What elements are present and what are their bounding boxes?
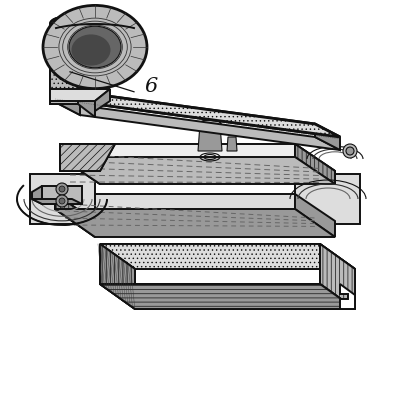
Polygon shape — [340, 284, 355, 309]
Polygon shape — [60, 144, 100, 184]
Ellipse shape — [199, 120, 221, 128]
Polygon shape — [55, 194, 95, 237]
Polygon shape — [50, 24, 78, 104]
Polygon shape — [78, 24, 95, 117]
Polygon shape — [320, 244, 355, 309]
Polygon shape — [42, 186, 82, 204]
Polygon shape — [55, 89, 340, 137]
Circle shape — [346, 147, 354, 155]
Polygon shape — [295, 144, 335, 184]
Polygon shape — [55, 102, 340, 150]
Polygon shape — [227, 137, 237, 151]
Polygon shape — [55, 194, 335, 221]
Circle shape — [59, 186, 65, 192]
Polygon shape — [50, 24, 78, 104]
Polygon shape — [60, 144, 100, 184]
Polygon shape — [198, 124, 222, 151]
Ellipse shape — [72, 34, 110, 65]
Polygon shape — [60, 144, 335, 171]
Polygon shape — [60, 144, 115, 171]
Polygon shape — [100, 244, 135, 309]
Polygon shape — [320, 244, 355, 309]
Polygon shape — [30, 174, 95, 224]
Polygon shape — [60, 157, 335, 184]
Polygon shape — [32, 186, 42, 204]
Polygon shape — [100, 244, 355, 269]
Polygon shape — [295, 144, 335, 184]
Circle shape — [343, 144, 357, 158]
Circle shape — [56, 183, 68, 195]
Polygon shape — [295, 194, 335, 237]
Circle shape — [59, 198, 65, 204]
Polygon shape — [55, 194, 95, 237]
Polygon shape — [100, 244, 355, 269]
Polygon shape — [55, 89, 80, 115]
Ellipse shape — [69, 26, 121, 68]
Polygon shape — [100, 284, 355, 309]
Polygon shape — [32, 199, 82, 204]
Circle shape — [56, 195, 68, 207]
Polygon shape — [50, 89, 110, 101]
Polygon shape — [100, 284, 355, 309]
Polygon shape — [55, 89, 340, 137]
Ellipse shape — [43, 6, 147, 89]
Text: 6: 6 — [144, 77, 157, 96]
Polygon shape — [100, 244, 135, 309]
Polygon shape — [95, 89, 110, 111]
Polygon shape — [60, 144, 115, 171]
Ellipse shape — [50, 17, 78, 31]
Polygon shape — [315, 124, 340, 150]
Polygon shape — [295, 174, 360, 224]
Polygon shape — [55, 209, 335, 237]
